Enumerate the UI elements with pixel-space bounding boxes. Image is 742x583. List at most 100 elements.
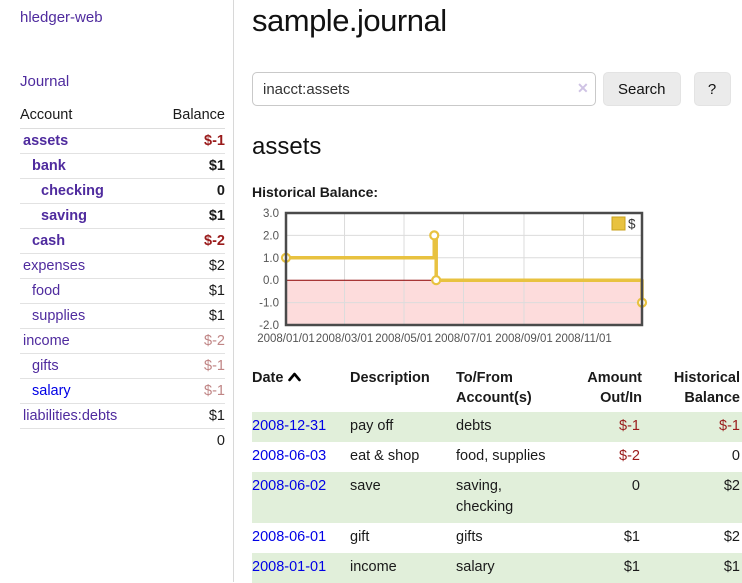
account-row: saving $1 bbox=[20, 203, 225, 229]
search-button[interactable]: Search bbox=[603, 72, 681, 106]
svg-text:2008/03/01: 2008/03/01 bbox=[316, 333, 374, 345]
sort-asc-icon bbox=[288, 369, 302, 389]
account-row: income $-2 bbox=[20, 328, 225, 354]
register-header-row: Date Description To/From Account(s) Amou… bbox=[252, 365, 742, 412]
transaction-balance: $2 bbox=[723, 529, 740, 546]
register-header-description: Description bbox=[350, 370, 430, 386]
accounts-table: Account Balance assets $-1 bank $1 check… bbox=[20, 103, 225, 453]
account-balance: $1 bbox=[153, 303, 225, 329]
transaction-amount: $1 bbox=[623, 529, 640, 546]
transaction-accounts: debts bbox=[456, 418, 492, 435]
account-link-bank[interactable]: bank bbox=[32, 158, 66, 174]
account-balance: $-1 bbox=[153, 378, 225, 404]
account-link-salary[interactable]: salary bbox=[32, 383, 71, 399]
register-header-accounts: To/From Account(s) bbox=[456, 370, 532, 406]
account-balance: $2 bbox=[153, 253, 225, 279]
svg-text:3.0: 3.0 bbox=[263, 208, 279, 220]
account-row: gifts $-1 bbox=[20, 353, 225, 379]
transaction-date-link[interactable]: 2008-06-01 bbox=[252, 529, 327, 546]
account-heading: assets bbox=[252, 133, 322, 160]
page-title: sample.journal bbox=[252, 3, 447, 38]
transaction-accounts: salary bbox=[456, 558, 495, 575]
svg-text:0.0: 0.0 bbox=[263, 275, 279, 287]
transaction-accounts: gifts bbox=[456, 529, 483, 546]
account-row: cash $-2 bbox=[20, 228, 225, 254]
account-row: liabilities:debts $1 bbox=[20, 403, 225, 429]
transaction-accounts: food, supplies bbox=[456, 447, 546, 464]
account-balance: 0 bbox=[153, 178, 225, 204]
svg-text:1.0: 1.0 bbox=[263, 253, 279, 265]
transaction-description: save bbox=[350, 477, 381, 494]
register-header-date: Date bbox=[252, 365, 350, 412]
account-balance: $1 bbox=[153, 403, 225, 429]
sidebar: hledger-web Journal Account Balance asse… bbox=[0, 0, 234, 582]
transaction-balance: $-1 bbox=[719, 418, 740, 435]
register-row: 2008-06-01 gift gifts $1 $2 bbox=[252, 523, 742, 553]
account-link-checking[interactable]: checking bbox=[41, 183, 104, 199]
transaction-date-link[interactable]: 2008-06-02 bbox=[252, 477, 327, 494]
svg-text:2008/01/01: 2008/01/01 bbox=[257, 333, 315, 345]
account-link-income[interactable]: income bbox=[23, 333, 70, 349]
transaction-amount: $-1 bbox=[619, 418, 640, 435]
search-form: ✕ Search ? bbox=[252, 72, 737, 106]
account-row: expenses $2 bbox=[20, 253, 225, 279]
svg-text:2008/05/01: 2008/05/01 bbox=[375, 333, 433, 345]
transaction-balance: $1 bbox=[723, 558, 740, 575]
transaction-description: income bbox=[350, 558, 397, 575]
account-link-supplies[interactable]: supplies bbox=[32, 308, 86, 324]
help-button[interactable]: ? bbox=[693, 72, 731, 106]
register-row: 2008-06-02 save saving, checking 0 $2 bbox=[252, 471, 742, 524]
transaction-description: pay off bbox=[350, 418, 394, 435]
account-link-assets[interactable]: assets bbox=[23, 133, 69, 149]
transaction-balance: $2 bbox=[723, 477, 740, 494]
account-balance: $-2 bbox=[153, 228, 225, 254]
svg-text:-2.0: -2.0 bbox=[259, 320, 279, 332]
app-brand-link[interactable]: hledger-web bbox=[20, 9, 103, 26]
transaction-date-link[interactable]: 2008-06-03 bbox=[252, 447, 327, 464]
account-row: food $1 bbox=[20, 278, 225, 304]
account-link-liabilities-debts[interactable]: liabilities:debts bbox=[23, 408, 118, 424]
transaction-description: eat & shop bbox=[350, 447, 420, 464]
svg-text:2008/09/01: 2008/09/01 bbox=[495, 333, 553, 345]
account-link-cash[interactable]: cash bbox=[32, 233, 66, 249]
register-table: Date Description To/From Account(s) Amou… bbox=[252, 365, 742, 583]
transaction-date-link[interactable]: 2008-12-31 bbox=[252, 418, 327, 435]
register-row: 2008-12-31 pay off debts $-1 $-1 bbox=[252, 412, 742, 442]
register-row: 2008-06-03 eat & shop food, supplies $-2… bbox=[252, 442, 742, 472]
clear-search-icon[interactable]: ✕ bbox=[577, 80, 589, 96]
svg-text:$: $ bbox=[628, 217, 636, 232]
account-row: checking 0 bbox=[20, 178, 225, 204]
account-balance: $1 bbox=[153, 278, 225, 304]
account-link-expenses[interactable]: expenses bbox=[23, 258, 86, 274]
transaction-description: gift bbox=[350, 529, 370, 546]
account-balance: $-1 bbox=[153, 353, 225, 379]
transaction-amount: 0 bbox=[631, 477, 640, 494]
balance-chart: $3.0 2.0 1.0 0.0 -1.0 -2.0 2008/01/01 2008/03/0… bbox=[252, 205, 648, 345]
main-content: sample.journal ✕ Search ? assets Histori… bbox=[235, 0, 742, 583]
accounts-total-value: 0 bbox=[153, 428, 225, 453]
search-input[interactable] bbox=[252, 72, 596, 106]
account-link-saving[interactable]: saving bbox=[41, 208, 87, 224]
account-row: bank $1 bbox=[20, 153, 225, 179]
account-row: supplies $1 bbox=[20, 303, 225, 329]
chart-title: Historical Balance: bbox=[252, 184, 379, 200]
transaction-amount: $1 bbox=[623, 558, 640, 575]
account-row: salary $-1 bbox=[20, 378, 225, 404]
transaction-amount: $-2 bbox=[619, 447, 640, 464]
account-link-food[interactable]: food bbox=[32, 283, 61, 299]
transaction-date-link[interactable]: 2008-01-01 bbox=[252, 558, 327, 575]
transaction-balance: 0 bbox=[731, 447, 740, 464]
account-balance: $1 bbox=[153, 153, 225, 179]
accounts-header-account: Account bbox=[20, 103, 154, 129]
register-row: 2008-01-01 income salary $1 $1 bbox=[252, 552, 742, 583]
register-header-balance: Historical Balance bbox=[673, 370, 740, 406]
svg-text:-1.0: -1.0 bbox=[259, 298, 279, 310]
svg-text:2.0: 2.0 bbox=[263, 230, 279, 242]
account-row: assets $-1 bbox=[20, 128, 225, 154]
sidebar-item-journal[interactable]: Journal bbox=[20, 73, 70, 90]
account-balance: $1 bbox=[153, 203, 225, 229]
svg-text:2008/11/01: 2008/11/01 bbox=[555, 333, 612, 345]
account-link-gifts[interactable]: gifts bbox=[32, 358, 59, 374]
svg-text:2008/07/01: 2008/07/01 bbox=[435, 333, 493, 345]
